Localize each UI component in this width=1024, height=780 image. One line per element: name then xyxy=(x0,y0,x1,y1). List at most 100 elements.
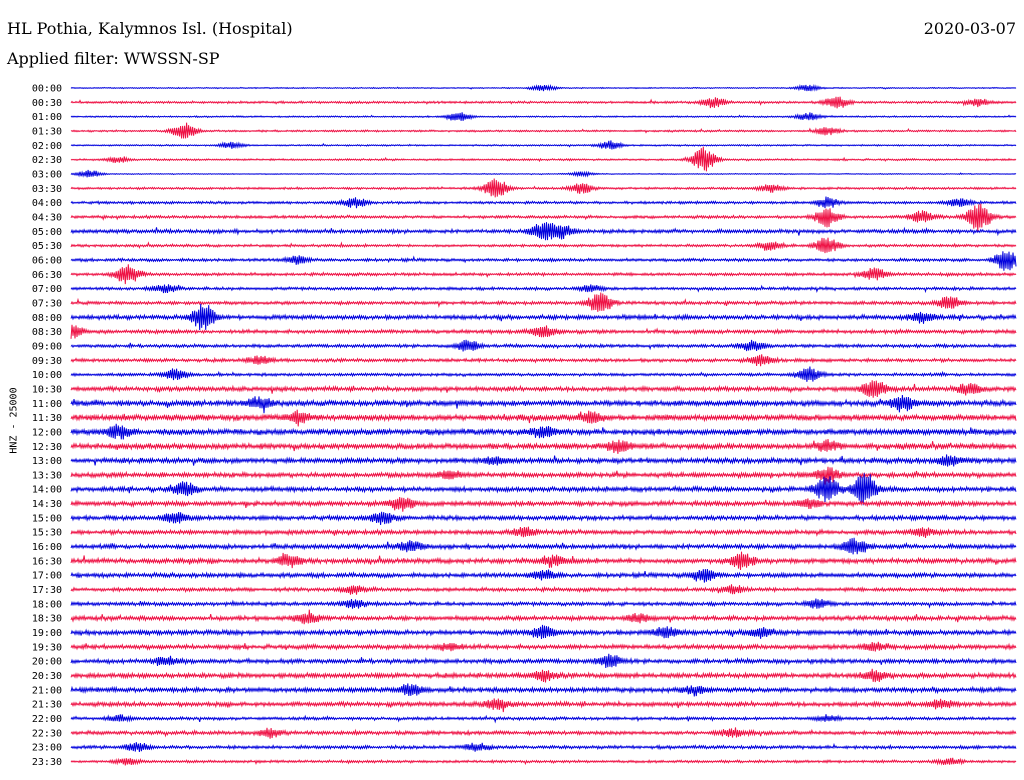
trace-line xyxy=(70,292,1017,312)
time-tick-label: 10:30 xyxy=(32,384,62,395)
time-tick-label: 08:00 xyxy=(32,313,62,324)
time-tick-label: 13:30 xyxy=(32,470,62,481)
trace-line xyxy=(70,251,1017,271)
time-tick-label: 22:00 xyxy=(32,714,62,725)
time-tick-label: 18:30 xyxy=(32,614,62,625)
trace-line xyxy=(70,598,1017,609)
trace-line xyxy=(70,537,1017,555)
time-tick-label: 07:30 xyxy=(32,298,62,309)
trace-line xyxy=(70,496,1017,512)
trace-line xyxy=(70,83,1017,92)
trace-line xyxy=(70,526,1017,538)
filter-label: Applied filter: WWSSN-SP xyxy=(7,49,220,68)
trace-line xyxy=(70,568,1017,583)
time-tick-label: 20:00 xyxy=(32,657,62,668)
time-tick-label: 23:30 xyxy=(32,757,62,768)
time-tick-label: 12:30 xyxy=(32,442,62,453)
trace-line xyxy=(70,409,1017,427)
trace-line xyxy=(70,380,1017,398)
trace-line xyxy=(70,169,1017,178)
trace-line xyxy=(70,112,1017,121)
trace-line xyxy=(70,222,1017,241)
trace-line xyxy=(70,96,1017,109)
time-tick-label: 15:30 xyxy=(32,528,62,539)
time-tick-label: 01:30 xyxy=(32,126,62,137)
trace-line xyxy=(70,742,1017,752)
time-tick-label: 00:30 xyxy=(32,98,62,109)
time-tick-label: 11:30 xyxy=(32,413,62,424)
time-tick-label: 11:00 xyxy=(32,399,62,410)
time-tick-label: 13:00 xyxy=(32,456,62,467)
time-tick-label: 02:00 xyxy=(32,141,62,152)
time-tick-label: 14:30 xyxy=(32,499,62,510)
time-tick-label: 19:00 xyxy=(32,628,62,639)
time-tick-label: 09:00 xyxy=(32,341,62,352)
time-tick-label: 04:30 xyxy=(32,212,62,223)
trace-line xyxy=(70,454,1017,467)
time-tick-label: 03:00 xyxy=(32,169,62,180)
time-tick-label: 05:30 xyxy=(32,241,62,252)
time-tick-label: 08:30 xyxy=(32,327,62,338)
time-tick-label: 02:30 xyxy=(32,155,62,166)
trace-line xyxy=(70,438,1017,454)
time-tick-label: 16:30 xyxy=(32,556,62,567)
trace-line xyxy=(70,551,1017,571)
time-tick-label: 06:30 xyxy=(32,270,62,281)
trace-line xyxy=(70,609,1017,625)
trace-line xyxy=(70,354,1017,367)
trace-line xyxy=(70,203,1017,233)
trace-line xyxy=(70,511,1017,525)
trace-line xyxy=(70,757,1017,766)
time-tick-label: 17:00 xyxy=(32,571,62,582)
trace-line xyxy=(70,668,1017,683)
station-title: HL Pothia, Kalymnos Isl. (Hospital) xyxy=(7,19,293,38)
trace-line xyxy=(70,178,1017,198)
time-tick-label: 10:00 xyxy=(32,370,62,381)
time-tick-label: 20:30 xyxy=(32,671,62,682)
trace-line xyxy=(70,423,1017,440)
trace-line xyxy=(70,146,1017,172)
time-tick-label: 03:30 xyxy=(32,184,62,195)
time-tick-label: 06:00 xyxy=(32,255,62,266)
trace-line xyxy=(70,394,1017,414)
trace-line xyxy=(70,624,1017,640)
time-tick-label: 00:00 xyxy=(32,84,62,95)
trace-line xyxy=(70,653,1017,669)
time-tick-label: 17:30 xyxy=(32,585,62,596)
trace-line xyxy=(70,473,1017,506)
time-tick-label: 22:30 xyxy=(32,728,62,739)
trace-line xyxy=(70,237,1017,254)
trace-line xyxy=(70,641,1017,652)
trace-line xyxy=(70,714,1017,724)
trace-line xyxy=(70,324,1017,339)
trace-line xyxy=(70,727,1017,739)
trace-line xyxy=(70,122,1017,139)
trace-line xyxy=(70,284,1017,294)
time-tick-label: 23:00 xyxy=(32,743,62,754)
trace-line xyxy=(70,584,1017,595)
time-tick-label: 12:00 xyxy=(32,427,62,438)
time-tick-label: 15:00 xyxy=(32,513,62,524)
time-tick-label: 16:00 xyxy=(32,542,62,553)
trace-line xyxy=(70,339,1017,352)
trace-line xyxy=(70,140,1017,150)
trace-line xyxy=(70,366,1017,382)
time-tick-label: 05:00 xyxy=(32,227,62,238)
time-tick-label: 07:00 xyxy=(32,284,62,295)
trace-line xyxy=(70,264,1017,285)
trace-line xyxy=(70,698,1017,713)
time-tick-label: 04:00 xyxy=(32,198,62,209)
time-tick-label: 01:00 xyxy=(32,112,62,123)
trace-line xyxy=(70,466,1017,485)
date-label: 2020-03-07 xyxy=(923,19,1016,38)
time-tick-label: 19:30 xyxy=(32,642,62,653)
trace-line xyxy=(70,683,1017,697)
time-tick-label: 14:00 xyxy=(32,485,62,496)
trace-line xyxy=(70,303,1017,331)
time-tick-label: 21:00 xyxy=(32,685,62,696)
trace-line xyxy=(70,196,1017,209)
time-tick-label: 18:00 xyxy=(32,599,62,610)
time-tick-label: 21:30 xyxy=(32,700,62,711)
time-tick-label: 09:30 xyxy=(32,356,62,367)
